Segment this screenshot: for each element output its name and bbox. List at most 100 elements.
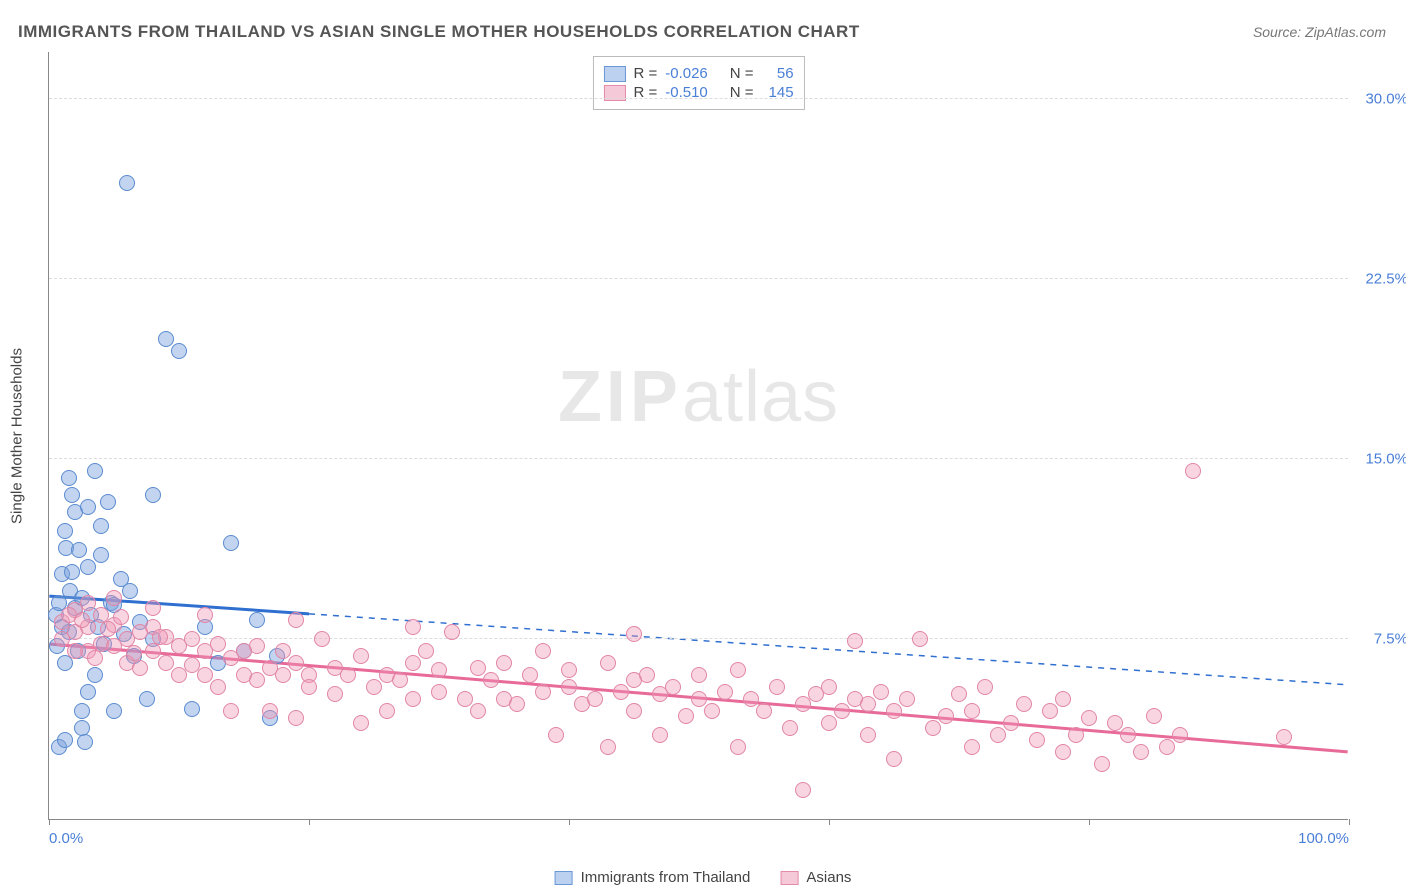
data-point-series-1 (288, 612, 304, 628)
data-point-series-0 (57, 732, 73, 748)
data-point-series-1 (275, 643, 291, 659)
stats-legend: R = -0.026 N = 56 R = -0.510 N = 145 (592, 56, 804, 110)
data-point-series-1 (249, 638, 265, 654)
data-point-series-0 (145, 487, 161, 503)
data-point-series-1 (769, 679, 785, 695)
data-point-series-1 (366, 679, 382, 695)
data-point-series-0 (93, 547, 109, 563)
data-point-series-1 (327, 686, 343, 702)
legend-swatch-1 (780, 871, 798, 885)
data-point-series-1 (431, 684, 447, 700)
data-point-series-1 (652, 727, 668, 743)
data-point-series-1 (152, 629, 168, 645)
data-point-series-1 (561, 679, 577, 695)
y-tick-label: 30.0% (1365, 91, 1406, 108)
data-point-series-1 (145, 643, 161, 659)
x-tick (829, 819, 830, 825)
x-tick (1349, 819, 1350, 825)
data-point-series-1 (613, 684, 629, 700)
data-point-series-0 (57, 523, 73, 539)
data-point-series-1 (113, 609, 129, 625)
gridline (49, 638, 1348, 639)
data-point-series-1 (886, 751, 902, 767)
data-point-series-1 (483, 672, 499, 688)
data-point-series-1 (691, 691, 707, 707)
data-point-series-1 (730, 662, 746, 678)
data-point-series-1 (990, 727, 1006, 743)
data-point-series-1 (977, 679, 993, 695)
data-point-series-1 (860, 727, 876, 743)
data-point-series-1 (87, 650, 103, 666)
data-point-series-1 (821, 715, 837, 731)
data-point-series-1 (1159, 739, 1175, 755)
data-point-series-1 (639, 667, 655, 683)
data-point-series-1 (301, 679, 317, 695)
data-point-series-0 (74, 703, 90, 719)
data-point-series-1 (1172, 727, 1188, 743)
data-point-series-1 (262, 703, 278, 719)
data-point-series-1 (1042, 703, 1058, 719)
data-point-series-1 (1055, 744, 1071, 760)
gridline (49, 278, 1348, 279)
data-point-series-0 (93, 518, 109, 534)
data-point-series-0 (119, 175, 135, 191)
data-point-series-1 (457, 691, 473, 707)
x-tick (49, 819, 50, 825)
data-point-series-0 (122, 583, 138, 599)
data-point-series-1 (210, 679, 226, 695)
data-point-series-0 (106, 703, 122, 719)
data-point-series-1 (743, 691, 759, 707)
data-point-series-1 (275, 667, 291, 683)
data-point-series-1 (509, 696, 525, 712)
x-tick-label: 0.0% (49, 830, 83, 847)
data-point-series-1 (522, 667, 538, 683)
data-point-series-1 (1133, 744, 1149, 760)
gridline (49, 98, 1348, 99)
data-point-series-1 (54, 631, 70, 647)
x-tick (569, 819, 570, 825)
stats-n-value-0: 56 (762, 65, 794, 82)
data-point-series-1 (1094, 756, 1110, 772)
stats-r-label-0: R = (633, 65, 657, 82)
data-point-series-1 (223, 703, 239, 719)
data-point-series-1 (67, 643, 83, 659)
data-point-series-1 (132, 660, 148, 676)
legend-swatch-0 (555, 871, 573, 885)
gridline (49, 458, 1348, 459)
data-point-series-1 (912, 631, 928, 647)
data-point-series-1 (340, 667, 356, 683)
data-point-series-1 (795, 782, 811, 798)
correlation-chart: IMMIGRANTS FROM THAILAND VS ASIAN SINGLE… (0, 0, 1406, 892)
data-point-series-0 (77, 734, 93, 750)
stats-row-series-0: R = -0.026 N = 56 (603, 65, 793, 82)
data-point-series-1 (847, 633, 863, 649)
legend-label-1: Asians (806, 869, 851, 886)
data-point-series-1 (860, 696, 876, 712)
data-point-series-1 (100, 621, 116, 637)
data-point-series-1 (886, 703, 902, 719)
data-point-series-1 (1055, 691, 1071, 707)
data-point-series-1 (925, 720, 941, 736)
data-point-series-1 (288, 710, 304, 726)
watermark-zip: ZIP (558, 357, 682, 437)
data-point-series-1 (782, 720, 798, 736)
data-point-series-1 (379, 703, 395, 719)
data-point-series-1 (431, 662, 447, 678)
data-point-series-1 (1016, 696, 1032, 712)
data-point-series-1 (600, 655, 616, 671)
data-point-series-1 (1029, 732, 1045, 748)
x-tick (309, 819, 310, 825)
chart-title: IMMIGRANTS FROM THAILAND VS ASIAN SINGLE… (18, 22, 860, 42)
data-point-series-1 (1003, 715, 1019, 731)
data-point-series-1 (561, 662, 577, 678)
data-point-series-1 (964, 739, 980, 755)
data-point-series-1 (353, 715, 369, 731)
data-point-series-0 (80, 559, 96, 575)
data-point-series-1 (197, 667, 213, 683)
data-point-series-1 (249, 672, 265, 688)
data-point-series-1 (587, 691, 603, 707)
data-point-series-1 (314, 631, 330, 647)
data-point-series-1 (938, 708, 954, 724)
data-point-series-1 (834, 703, 850, 719)
legend-item-1: Asians (780, 869, 851, 886)
